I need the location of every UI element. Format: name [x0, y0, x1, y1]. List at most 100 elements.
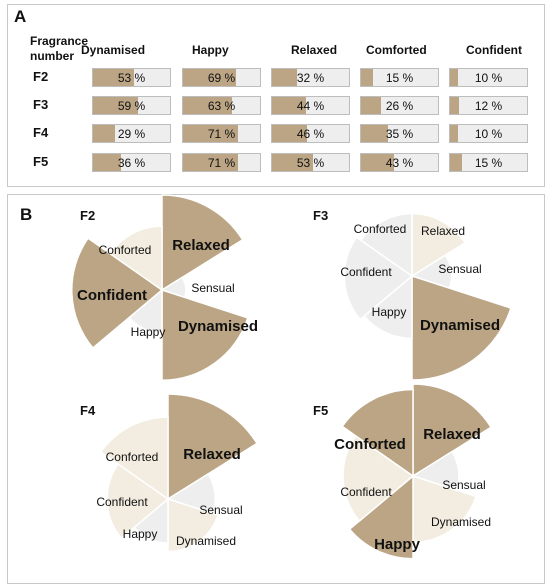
bar-value-label: 63 %: [207, 99, 236, 113]
bar-cell-f5-relaxed: 53 %: [271, 153, 350, 172]
slice-confident: [342, 434, 415, 522]
slice-label-relaxed: Relaxed: [423, 426, 481, 443]
slice-confident: [106, 463, 170, 540]
slice-label-happy: Happy: [372, 305, 407, 319]
bar-value-label: 10 %: [474, 71, 503, 85]
bar-cell-f3-relaxed: 44 %: [271, 96, 350, 115]
bar-value-label: 32 %: [296, 71, 325, 85]
bar-value-label: 35 %: [385, 127, 414, 141]
bar-fill: [450, 125, 458, 142]
bar-fill: [361, 125, 388, 142]
bar-value-label: 71 %: [207, 127, 236, 141]
bar-cell-f2-dynamised: 53 %: [92, 68, 171, 87]
slice-label-confident: Confident: [96, 495, 148, 509]
slice-label-sensual: Sensual: [199, 503, 242, 517]
bar-cell-f5-happy: 71 %: [182, 153, 261, 172]
bar-cell-f4-happy: 71 %: [182, 124, 261, 143]
bar-cell-f4-comforted: 35 %: [360, 124, 439, 143]
bar-cell-f2-confident: 10 %: [449, 68, 528, 87]
bar-fill: [361, 69, 373, 86]
bar-value-label: 53 %: [117, 71, 146, 85]
slice-label-dynamised: Dynamised: [176, 534, 236, 548]
bar-value-label: 12 %: [474, 99, 503, 113]
bar-fill: [93, 69, 134, 86]
bar-cell-f3-confident: 12 %: [449, 96, 528, 115]
bar-fill: [183, 125, 238, 142]
column-header-relaxed: Relaxed: [291, 43, 338, 57]
row-label-f4: F4: [33, 125, 49, 140]
bar-value-label: 36 %: [117, 156, 146, 170]
slice-confident: [71, 237, 164, 350]
bar-value-label: 69 %: [207, 71, 236, 85]
bar-fill: [93, 154, 121, 171]
slice-label-happy: Happy: [123, 527, 158, 541]
slice-relaxed: [161, 194, 244, 292]
bar-fill: [361, 97, 382, 114]
row-label-f2: F2: [33, 69, 49, 84]
polar-chart-title: F4: [80, 403, 96, 418]
bar-cell-f5-dynamised: 36 %: [92, 153, 171, 172]
fragrance-number-header-line-1: Fragrance: [30, 34, 89, 48]
slice-dynamised: [167, 497, 219, 553]
slice-conforted: [108, 225, 163, 292]
bar-value-label: 46 %: [296, 127, 325, 141]
slice-label-sensual: Sensual: [438, 262, 481, 276]
slice-conforted: [359, 212, 413, 278]
slice-dynamised: [411, 274, 512, 381]
slice-conforted: [99, 416, 169, 501]
slice-label-relaxed: Relaxed: [183, 446, 241, 463]
polar-chart-title: F5: [313, 403, 328, 418]
slice-label-sensual: Sensual: [191, 281, 234, 295]
bar-value-label: 53 %: [296, 156, 325, 170]
column-header-happy: Happy: [192, 43, 229, 57]
bar-cell-f3-dynamised: 59 %: [92, 96, 171, 115]
column-header-confident: Confident: [466, 43, 522, 57]
slice-label-happy: Happy: [131, 325, 166, 339]
bar-cell-f3-happy: 63 %: [182, 96, 261, 115]
polar-chart-f5: F5 Relaxed Sensual Dynamised Happy Confident C…: [313, 383, 493, 560]
slice-label-conforted: Conforted: [106, 450, 159, 464]
bar-fill: [183, 69, 237, 86]
slice-conforted: [341, 388, 414, 478]
slice-label-dynamised: Dynamised: [178, 318, 258, 335]
bar-fill: [272, 69, 297, 86]
slice-label-happy: Happy: [374, 536, 421, 553]
slice-label-conforted: Conforted: [354, 222, 407, 236]
fragrance-number-header: Fragrance number: [30, 34, 88, 64]
bar-cell-f5-confident: 15 %: [449, 153, 528, 172]
slice-relaxed: [411, 212, 466, 278]
bar-fill: [361, 154, 395, 171]
bar-fill: [450, 97, 460, 114]
bar-fill: [183, 154, 238, 171]
bar-cell-f2-happy: 69 %: [182, 68, 261, 87]
fragrance-number-header-line-2: number: [30, 49, 75, 63]
slice-relaxed: [167, 393, 259, 501]
slice-label-confident: Confident: [77, 287, 147, 304]
panel-a-letter: A: [14, 7, 27, 26]
bar-fill: [93, 97, 139, 114]
slice-relaxed: [412, 383, 493, 478]
slice-happy: [348, 474, 414, 560]
panel-b-letter: B: [20, 205, 33, 224]
bar-value-label: 26 %: [385, 99, 414, 113]
bar-fill: [272, 154, 313, 171]
panel-a: A Fragrance number Dynamised Happy Relaxed…: [7, 4, 545, 187]
bar-value-label: 44 %: [296, 99, 325, 113]
slice-label-dynamised: Dynamised: [420, 317, 500, 334]
bar-cell-f4-confident: 10 %: [449, 124, 528, 143]
polar-chart-title: F3: [313, 208, 328, 223]
bar-fill: [450, 69, 458, 86]
bar-cell-f4-dynamised: 29 %: [92, 124, 171, 143]
polar-chart-f2: F2 Relaxed Sensual Dynamised Happy Confident C…: [71, 194, 258, 382]
bar-cell-f2-relaxed: 32 %: [271, 68, 350, 87]
panel-b: B: [7, 194, 545, 584]
bar-value-label: 15 %: [474, 156, 503, 170]
bar-cell-f3-comforted: 26 %: [360, 96, 439, 115]
bar-fill: [272, 125, 308, 142]
polar-chart-f3: F3 Relaxed Sensual Dynamised Happy Confident C…: [313, 208, 512, 381]
bar-fill: [183, 97, 232, 114]
bar-fill: [93, 125, 116, 142]
bar-value-label: 71 %: [207, 156, 236, 170]
polar-chart-f4: F4 Relaxed Sensual Dynamised Happy Confident C…: [80, 393, 259, 553]
